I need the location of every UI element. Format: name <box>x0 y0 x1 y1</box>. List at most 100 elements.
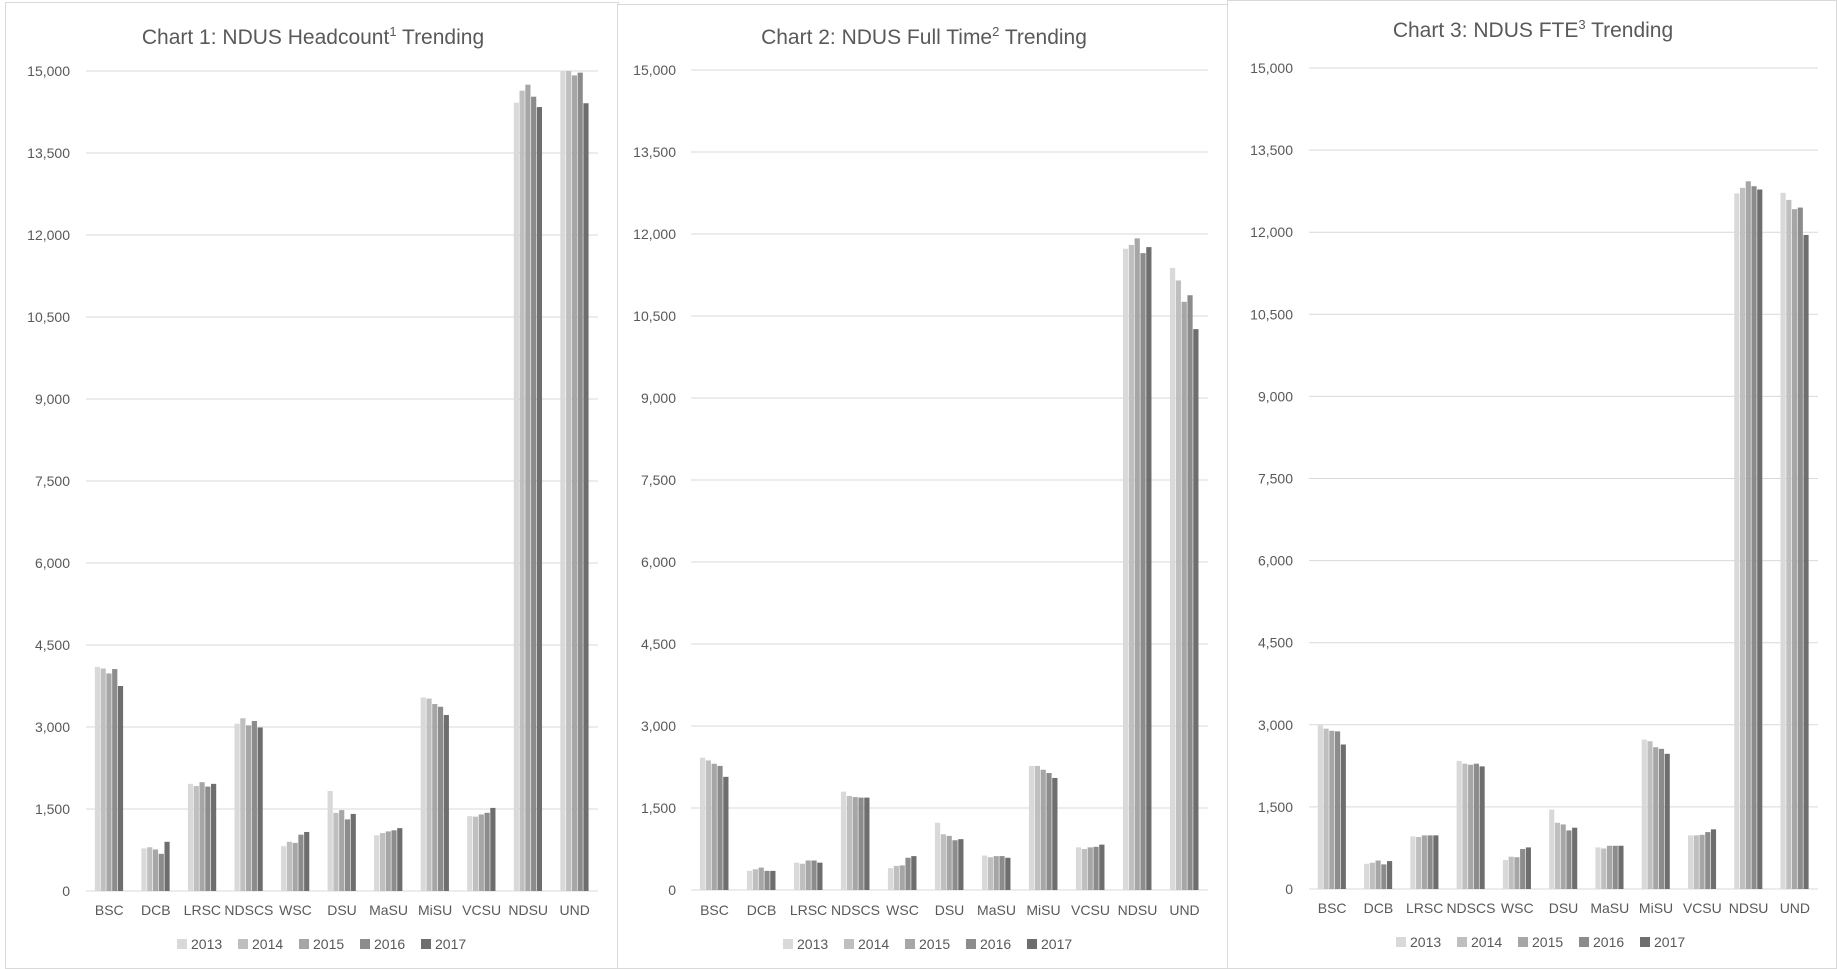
x-tick-label: DSU <box>1549 900 1579 916</box>
bar <box>858 797 864 890</box>
bar <box>1364 863 1370 889</box>
x-tick-label: MaSU <box>977 902 1016 918</box>
bar <box>1421 835 1427 889</box>
y-tick-label: 15,000 <box>1250 60 1293 76</box>
bar <box>1128 244 1134 890</box>
bar <box>193 786 199 891</box>
bar <box>1140 253 1146 891</box>
bar <box>1554 822 1561 889</box>
bar <box>472 816 479 891</box>
y-tick-label: 9,000 <box>1258 388 1293 404</box>
legend-swatch <box>783 939 793 949</box>
bar <box>705 760 711 890</box>
x-tick-label: MaSU <box>369 902 408 918</box>
x-tick-label: DCB <box>747 902 777 918</box>
bar <box>911 856 917 890</box>
x-tick-label: WSC <box>1501 900 1534 916</box>
bar <box>1595 847 1601 889</box>
bar <box>1572 827 1578 889</box>
bar <box>1664 753 1670 889</box>
bar <box>1653 747 1659 889</box>
bar <box>187 783 194 891</box>
bar <box>811 860 817 890</box>
bar <box>1005 857 1011 890</box>
y-tick-label: 13,500 <box>633 144 676 160</box>
bar <box>699 757 706 890</box>
y-tick-label: 13,500 <box>27 145 70 161</box>
bar <box>566 71 572 891</box>
legend-swatch <box>421 939 431 949</box>
bar <box>420 697 426 891</box>
bar <box>899 865 905 890</box>
bar <box>1549 809 1555 889</box>
legend-label: 2013 <box>1410 934 1441 950</box>
bar <box>1780 192 1786 890</box>
y-tick-label: 13,500 <box>1250 142 1293 158</box>
bar <box>583 103 589 891</box>
bar <box>1369 862 1375 889</box>
legend-swatch <box>1579 937 1589 947</box>
chart-title-main: Chart 1: NDUS Headcount <box>142 26 390 49</box>
y-tick-label: 7,500 <box>1258 471 1293 487</box>
chart-1-panel: Chart 1: NDUS Headcount1 Trending 0 1,500 3… <box>5 2 619 969</box>
bar <box>1601 848 1607 889</box>
bar <box>571 75 578 891</box>
bar <box>1146 247 1152 890</box>
bar <box>893 865 899 890</box>
bar <box>1181 301 1187 891</box>
bar <box>799 863 805 890</box>
bar <box>1193 329 1199 890</box>
chart-title-superscript: 3 <box>1578 17 1585 32</box>
bar <box>1560 824 1566 889</box>
bar <box>993 856 999 890</box>
bar <box>94 666 101 891</box>
chart-title-main: Chart 3: NDUS FTE <box>1393 19 1579 42</box>
bar <box>1028 765 1035 890</box>
legend-label: 2015 <box>919 936 950 952</box>
bar <box>981 855 988 890</box>
legend-swatch <box>238 939 248 949</box>
x-tick-label: BSC <box>95 902 124 918</box>
bar <box>1751 186 1757 889</box>
bar <box>257 727 263 891</box>
bar <box>1479 766 1485 889</box>
bar <box>1034 765 1040 890</box>
bar <box>1335 731 1341 889</box>
x-tick-label: NDSU <box>508 902 548 918</box>
bar <box>1525 847 1531 889</box>
bar <box>1641 739 1647 889</box>
y-tick-label: 9,000 <box>35 391 70 407</box>
chart-3-svg: Chart 3: NDUS FTE3 Trending 0 1,500 3,000 4,… <box>1250 17 1818 950</box>
chart-title: Chart 2: NDUS Full Time2 Trending <box>761 24 1087 49</box>
x-tick-label: NDSU <box>1118 902 1158 918</box>
bar <box>251 720 257 891</box>
bar <box>1340 744 1346 889</box>
bar <box>1502 859 1509 889</box>
bar <box>199 782 205 891</box>
bar <box>1791 209 1798 889</box>
bar <box>711 763 717 890</box>
bar <box>385 831 391 891</box>
bar <box>478 814 484 891</box>
bar <box>805 860 811 890</box>
bar <box>1317 725 1323 889</box>
bar <box>1508 856 1514 889</box>
bar <box>234 723 240 891</box>
bar <box>339 810 345 891</box>
legend-swatch <box>1640 937 1650 947</box>
bar <box>1462 763 1468 889</box>
bar <box>1099 844 1105 890</box>
x-tick-label: UND <box>560 902 590 918</box>
y-tick-label: 3,000 <box>35 719 70 735</box>
x-tick-label: WSC <box>886 902 919 918</box>
bar <box>1786 199 1792 889</box>
x-tick-label: DCB <box>1364 900 1394 916</box>
x-tick-label: VCSU <box>1683 900 1722 916</box>
legend-swatch <box>1457 937 1467 947</box>
bar <box>374 835 380 891</box>
y-tick-label: 12,000 <box>27 227 70 243</box>
x-tick-label: VCSU <box>462 902 501 918</box>
bar <box>513 102 519 891</box>
bar <box>1514 857 1520 889</box>
